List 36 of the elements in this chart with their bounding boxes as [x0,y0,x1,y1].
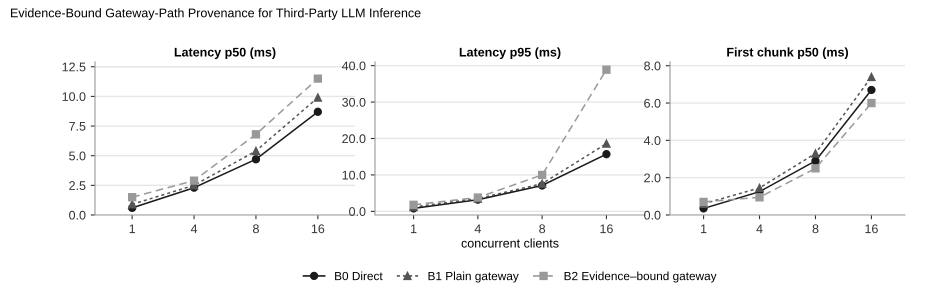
legend-label: B1 Plain gateway [428,272,519,283]
y-tick-label: 12.5 [62,62,86,72]
chart-title: Latency p95 (ms) [460,47,560,60]
legend-label: B0 Direct [335,272,383,280]
x-tick-label: 8 [812,224,818,234]
legend-label: B2 Evidence–bound gateway [564,272,717,283]
x-tick-label: 4 [474,224,481,234]
y-tick-label: 0.0 [349,207,366,216]
y-tick-label: 4.0 [644,136,660,146]
x-tick-label: 4 [190,224,198,234]
y-tick-label: 0.0 [69,210,86,220]
y-tick-label: 20.0 [342,134,366,144]
y-tick-label: 30.0 [342,98,366,107]
x-tick-label: 16 [865,224,878,234]
x-tick-label: 16 [600,224,613,234]
x-axis-title: concurrent clients [462,238,559,248]
y-tick-label: 2.5 [69,181,86,190]
x-tick-label: 8 [253,224,259,234]
x-tick-label: 8 [539,224,546,234]
text: Evidence-Bound Gateway-Path Provenance for Third-Party LLM Inference [11,8,421,20]
chart-title: Latency p50 (ms) [174,47,276,60]
x-tick-label: 1 [130,224,136,234]
y-tick-label: 40.0 [342,61,366,70]
y-tick-label: 10.0 [342,170,366,180]
x-tick-label: 4 [756,224,763,234]
y-tick-label: 0.0 [644,210,660,220]
y-tick-label: 10.0 [62,92,86,102]
y-tick-label: 2.0 [644,173,660,182]
y-tick-label: 6.0 [644,98,660,108]
y-tick-label: 5.0 [69,152,86,160]
y-tick-label: 8.0 [644,62,660,70]
x-tick-label: 16 [312,224,324,234]
x-tick-label: 1 [701,224,706,234]
chart-title: First chunk p50 (ms) [727,47,848,60]
y-tick-label: 7.5 [69,122,86,131]
x-tick-label: 1 [411,224,416,234]
